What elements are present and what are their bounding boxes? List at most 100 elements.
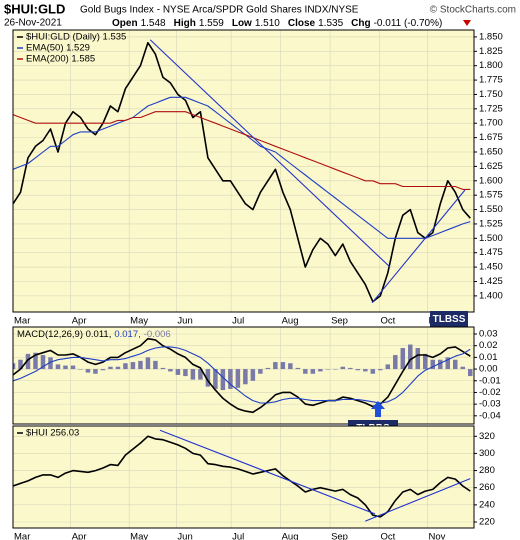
histogram-bar: [340, 366, 346, 370]
histogram-bar: [18, 359, 23, 370]
quote-label: Low: [232, 18, 252, 29]
y-tick-label: 1.625: [479, 161, 503, 172]
x-tick-label: Mar: [14, 532, 30, 540]
histogram-bar: [265, 367, 271, 370]
y-tick-label: 1.850: [479, 31, 503, 42]
y-tick-label: 1.675: [479, 132, 503, 143]
histogram-bar: [363, 369, 368, 372]
quote-value: 1.559: [199, 18, 224, 29]
symbol: $HUI:GLD: [4, 1, 65, 16]
histogram-bar: [378, 369, 383, 371]
histogram-bar: [400, 348, 406, 370]
y-tick-label: 1.450: [479, 262, 503, 273]
plot-border: [12, 425, 475, 529]
histogram-bar: [93, 369, 98, 374]
y-tick-label: 1.650: [479, 147, 503, 158]
histogram-bar: [25, 353, 31, 370]
y-tick-label: 1.775: [479, 75, 503, 86]
histogram-bar: [205, 369, 211, 387]
y-tick-label: 1.575: [479, 190, 503, 201]
histogram-bar: [423, 353, 428, 370]
plot-area: [13, 30, 474, 312]
histogram-bar: [280, 362, 286, 370]
x-tick-label: Aug: [282, 316, 299, 327]
histogram-bar: [130, 362, 136, 370]
x-tick-label: Mar: [14, 316, 30, 327]
plot-border: [12, 326, 475, 425]
x-tick-label: Jun: [177, 316, 192, 327]
x-tick-label: Sep: [331, 532, 348, 540]
x-tick-label: Oct: [381, 316, 396, 327]
x-tick-label: May: [130, 316, 148, 327]
y-tick-label: 1.500: [479, 233, 503, 244]
histogram-bar: [108, 366, 113, 370]
histogram-bar: [310, 369, 316, 374]
histogram-bar: [213, 369, 218, 389]
plot-layer: [13, 337, 473, 414]
histogram-bar: [220, 369, 226, 391]
y-tick-label: 300: [479, 448, 495, 459]
legend-entry: EMA(50) 1.529: [26, 43, 90, 54]
y-tick-label: 280: [479, 465, 495, 476]
histogram-bar: [13, 363, 16, 370]
histogram-bar: [228, 369, 233, 389]
description: Gold Bugs Index - NYSE Arca/SPDR Gold Sh…: [80, 5, 359, 16]
plot-layer: [13, 429, 471, 522]
histogram-bar: [453, 359, 458, 370]
histogram-bar: [288, 363, 293, 370]
histogram-bar: [78, 369, 83, 370]
y-tick-label: 1.475: [479, 247, 503, 258]
histogram-bar: [415, 348, 421, 370]
histogram-bar: [273, 362, 278, 370]
quote-value: 1.510: [255, 18, 280, 29]
histogram-bar: [235, 369, 241, 388]
x-tick-label: Aug: [282, 532, 299, 540]
histogram-bar: [123, 363, 128, 370]
y-tick-label: 0.00: [479, 364, 498, 375]
annotation-arrow: [371, 401, 385, 417]
quote-label: High: [174, 18, 196, 29]
quote: Open 1.548 High 1.559 Low 1.510 Close 1.535 Chg -…: [112, 18, 442, 29]
quote-label: Close: [288, 18, 316, 29]
y-tick-label: -0.04: [479, 410, 501, 421]
histogram-bar: [55, 364, 61, 370]
quote-label: Chg: [351, 18, 370, 29]
y-tick-label: -0.02: [479, 387, 501, 398]
quote-value: -0.011 (-0.70%): [374, 18, 443, 29]
histogram-bar: [115, 366, 121, 370]
histogram-bar: [138, 360, 143, 370]
histogram-bar: [250, 369, 256, 381]
legend-entry: 0.017,: [114, 329, 140, 340]
plot-layer: [13, 39, 471, 304]
series-line: [13, 346, 471, 404]
histogram-bar: [385, 364, 391, 370]
series-line: [13, 41, 471, 303]
down-triangle: [463, 20, 471, 26]
histogram-bar: [325, 369, 331, 370]
histogram-bar: [190, 369, 196, 380]
y-tick-label: 1.700: [479, 118, 503, 129]
x-tick-label: Jul: [232, 532, 244, 540]
x-tick-label: Jul: [232, 316, 244, 327]
histogram-bar: [85, 369, 91, 373]
legend-entry: -0.006: [144, 329, 171, 340]
y-tick-label: -0.03: [479, 399, 501, 410]
y-tick-label: 0.01: [479, 352, 498, 363]
histogram-bar: [175, 369, 181, 375]
histogram-bar: [468, 369, 473, 377]
legend-entry: $HUI 256.03: [26, 428, 79, 439]
histogram-bar: [243, 369, 248, 385]
y-tick-label: 320: [479, 431, 495, 442]
y-tick-label: 1.425: [479, 276, 503, 287]
histogram-bar: [153, 360, 158, 370]
histogram-bar: [370, 369, 376, 374]
histogram-bar: [198, 369, 203, 380]
quote-value: 1.535: [318, 18, 343, 29]
histogram-bar: [333, 369, 338, 370]
histogram-bar: [160, 367, 166, 370]
x-tick-label: May: [130, 532, 148, 540]
y-tick-label: 1.400: [479, 290, 503, 301]
y-tick-label: 0.02: [479, 340, 498, 351]
annotation-box: [430, 311, 468, 327]
